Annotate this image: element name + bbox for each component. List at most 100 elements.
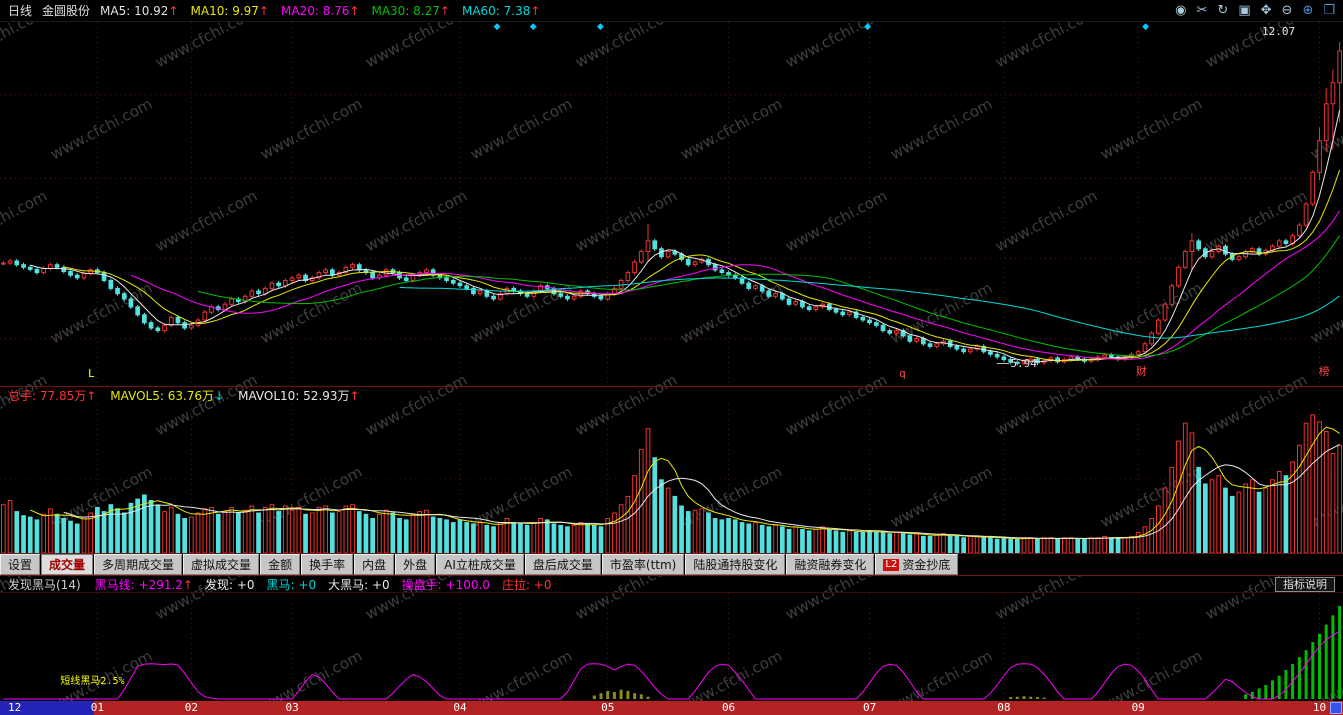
refresh-icon[interactable]: ↻: [1217, 3, 1229, 18]
heima-value-text: 黑马: +0: [266, 577, 317, 592]
tab-amount[interactable]: 金额: [260, 554, 301, 575]
heima-value: 黑马: +0: [267, 576, 317, 593]
tab-label: 虚拟成交量: [191, 558, 252, 572]
heima-line-value: 黑马线: +291.2↑: [95, 576, 193, 593]
tab-label: AI立桩成交量: [444, 558, 516, 572]
low-price-label: 5.94: [996, 358, 1037, 369]
timeline-month-label: 10: [1312, 701, 1327, 714]
trend-arrow-icon: ↑: [182, 577, 193, 592]
ma60-value: MA60: 7.38↑: [462, 4, 540, 18]
trend-arrow-icon: ↑: [168, 3, 179, 18]
caopanshou-value: 操盘手: +100.0: [402, 576, 490, 593]
tab-turnover-rate[interactable]: 换手率: [301, 554, 354, 575]
eye-icon[interactable]: ◉: [1175, 3, 1187, 18]
tab-virtual-volume[interactable]: 虚拟成交量: [183, 554, 260, 575]
trend-arrow-icon: ↑: [530, 3, 541, 18]
trend-arrow-icon: ↑: [349, 389, 360, 403]
trend-arrow-icon: ↑: [349, 3, 360, 18]
event-diamond-icon: ◆: [493, 22, 501, 32]
tab-volume[interactable]: 成交量: [41, 554, 94, 575]
indicator-name: 发现黑马(14): [8, 577, 81, 592]
trend-arrow-icon: ↑: [258, 3, 269, 18]
maximize-icon[interactable]: ❐: [1323, 3, 1335, 18]
timeline-month-label: 06: [721, 701, 736, 714]
tab-after-hours-volume[interactable]: 盘后成交量: [524, 554, 601, 575]
timeline-month-label: 09: [1131, 701, 1145, 714]
trend-arrow-icon: ↑: [86, 389, 97, 403]
timeline-month-label: 07: [862, 701, 877, 714]
l2-badge: L2: [883, 558, 900, 571]
period-label[interactable]: 日线: [8, 4, 33, 18]
ma5-value: MA5: 10.92↑: [100, 4, 178, 18]
zoom-out-icon[interactable]: ⊖: [1281, 3, 1293, 18]
ma10-value: MA10: 9.97↑: [191, 4, 269, 18]
ma20-value: MA20: 8.76↑: [281, 4, 359, 18]
toolbar: 日线 金圆股份 MA5: 10.92↑ MA10: 9.97↑ MA20: 8.76…: [0, 0, 1343, 22]
tab-label: 外盘: [403, 558, 428, 572]
tab-label: 设置: [8, 558, 33, 572]
mavol10-value-text: MAVOL10: 52.93万: [238, 389, 350, 403]
toolbar-ma-group: MA5: 10.92↑ MA10: 9.97↑ MA20: 8.76↑ MA30: 8…: [100, 4, 540, 18]
tab-label: 多周期成交量: [102, 558, 175, 572]
indicator-tabbar: 设置 成交量 多周期成交量 虚拟成交量 金额 换手率 内盘 外盘 AI立桩成交量 盘后成交量 市盈率…: [0, 553, 1343, 575]
ma10-value-text: MA10: 9.97: [190, 3, 259, 18]
tab-inner-volume[interactable]: 内盘: [354, 554, 395, 575]
timeline-month-label: 04: [453, 701, 467, 714]
zhuangla-value: 庄拉: +0: [502, 576, 552, 593]
event-diamond-icon: ◆: [864, 22, 872, 32]
short-term-heima-label: 短线黑马2.5%: [60, 676, 125, 687]
tab-northbound-holding-change[interactable]: 陆股通持股变化: [685, 554, 786, 575]
ma30-value: MA30: 8.27↑: [371, 4, 449, 18]
tab-label: 换手率: [309, 558, 346, 572]
tab-label: 盘后成交量: [532, 558, 593, 572]
lock-icon[interactable]: ▣: [1238, 3, 1251, 18]
volume-chart-pane[interactable]: [0, 404, 1343, 553]
tab-label: 陆股通持股变化: [693, 558, 778, 572]
tab-label: 内盘: [362, 558, 387, 572]
timeline-month-label: 03: [285, 701, 299, 714]
ma5-value-text: MA5: 10.92: [100, 3, 169, 18]
zoom-in-icon[interactable]: ⊕: [1302, 3, 1314, 18]
tab-pe-ttm[interactable]: 市盈率(ttm): [601, 554, 685, 575]
mavol5-value: MAVOL5: 63.76万↓: [110, 387, 224, 404]
hand-icon[interactable]: ✥: [1260, 3, 1272, 18]
heima-line-value-text: 黑马线: +291.2: [94, 577, 183, 592]
hm-indicator-pane[interactable]: 短线黑马2.5%: [0, 593, 1343, 701]
toolbar-icons: ◉ ✂ ↻ ▣ ✥ ⊖ ⊕ ❐: [1175, 4, 1335, 17]
timeline-prev-year: 12: [0, 701, 94, 715]
tab-multi-period-volume[interactable]: 多周期成交量: [94, 554, 183, 575]
indicator-help-button[interactable]: 指标说明: [1275, 576, 1335, 592]
timeline-axis: 12 01 02 03 04 05 06 07 08 09 10: [0, 701, 1343, 715]
daheima-value-text: 大黑马: +0: [328, 577, 390, 592]
trend-arrow-icon: ↑: [439, 3, 450, 18]
timeline-month-label: 02: [184, 701, 198, 714]
zhuangla-value-text: 庄拉: +0: [501, 577, 552, 592]
tab-outer-volume[interactable]: 外盘: [395, 554, 436, 575]
mavol10-value: MAVOL10: 52.93万↑: [238, 387, 359, 404]
tab-label: 市盈率(ttm): [609, 558, 677, 572]
tab-settings[interactable]: 设置: [0, 554, 41, 575]
timeline-month-label: 01: [90, 701, 104, 714]
daheima-value: 大黑马: +0: [328, 576, 390, 593]
scissors-icon[interactable]: ✂: [1196, 3, 1208, 18]
timeline-corner-button[interactable]: [1330, 702, 1342, 714]
tab-ai-pillar-volume[interactable]: AI立桩成交量: [436, 554, 524, 575]
event-diamond-icon: ◆: [596, 22, 604, 32]
timeline-month-label: 05: [601, 701, 615, 714]
tab-fund-bottom-fishing[interactable]: L2 资金抄底: [875, 554, 959, 575]
tab-margin-balance-change[interactable]: 融资融券变化: [786, 554, 875, 575]
tab-label: 资金抄底: [902, 558, 951, 572]
marker-bang: 榜: [1318, 365, 1330, 378]
caopanshou-value-text: 操盘手: +100.0: [401, 577, 490, 592]
mavol5-value-text: MAVOL5: 63.76万: [110, 389, 215, 403]
event-diamond-icon: ◆: [1142, 22, 1150, 32]
total-volume-value-text: 总手: 77.85万: [8, 389, 87, 403]
event-diamond-icon: ◆: [529, 22, 537, 32]
marker-cai: 财: [1136, 365, 1148, 378]
faxian-value: 发现: +0: [205, 576, 255, 593]
volume-header: 总手: 77.85万↑ MAVOL5: 63.76万↓ MAVOL10: 52.93…: [0, 386, 1343, 404]
high-price-label: 12.07: [1261, 25, 1296, 38]
marker-q: q: [899, 367, 906, 380]
